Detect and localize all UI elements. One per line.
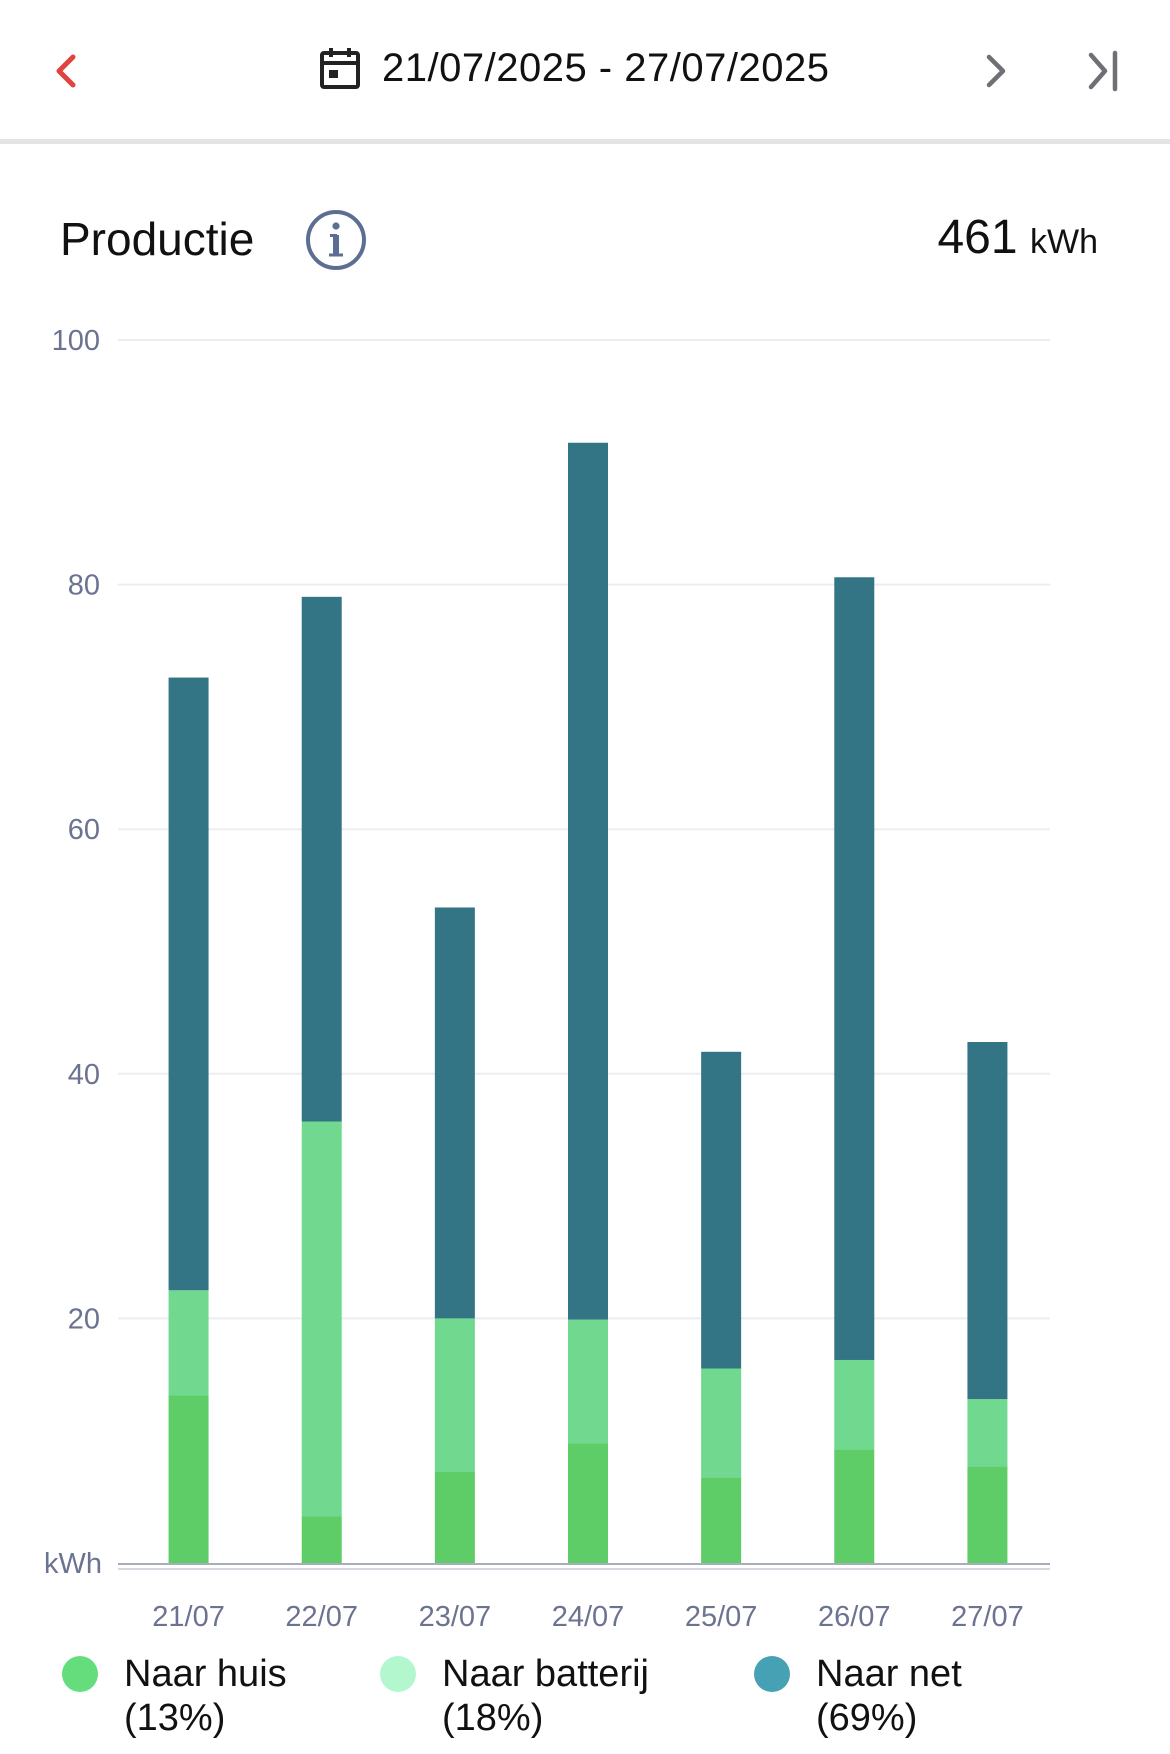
bar-22-07-series-0 — [301, 1516, 342, 1563]
y-tick-label-20: 20 — [68, 1303, 100, 1335]
legend-series-name-0: Naar huis — [124, 1653, 287, 1695]
bar-24-07-series-1 — [568, 1319, 608, 1444]
legend-series-share-2: (69%) — [816, 1697, 918, 1739]
legend-series-share-1: (18%) — [442, 1697, 544, 1739]
skip-to-end-icon — [1088, 50, 1118, 92]
legend-series-name-1: Naar batterij — [442, 1653, 649, 1695]
bar-27-07-series-1 — [967, 1399, 1008, 1467]
legend-series-name-2: Naar net — [816, 1653, 962, 1695]
bar-21-07-series-0 — [168, 1395, 209, 1563]
x-tick-label-22-07: 22/07 — [285, 1601, 358, 1630]
bar-23-07-series-0 — [434, 1471, 475, 1563]
legend-label-0: Naar huis (13%) — [124, 1652, 287, 1740]
legend-dot-2 — [754, 1656, 790, 1692]
legend-dot-1 — [380, 1656, 416, 1692]
total-unit: kWh — [1030, 223, 1098, 261]
production-bar-chart: 20 40 60 80 100 kWh 21/07 22/07 23/07 24/07 25/07 2… — [0, 310, 1170, 1630]
date-navigation-header: 21/07/2025 - 27/07/2025 — [0, 0, 1170, 144]
next-week-button[interactable] — [960, 36, 1030, 106]
x-tick-label-26-07: 26/07 — [818, 1601, 891, 1630]
total-production: 461 kWh — [937, 210, 1098, 265]
date-range-text: 21/07/2025 - 27/07/2025 — [382, 45, 830, 90]
legend-dot-0 — [62, 1656, 98, 1692]
x-tick-label-25-07: 25/07 — [685, 1601, 758, 1630]
bar-23-07-series-1 — [434, 1318, 475, 1472]
y-tick-label-60: 60 — [68, 814, 100, 846]
bar-22-07-series-1 — [301, 1121, 342, 1517]
info-button[interactable] — [304, 208, 368, 272]
bar-26-07-series-1 — [834, 1359, 875, 1450]
bar-26-07-series-2 — [834, 577, 875, 1360]
info-icon — [306, 210, 366, 270]
legend-label-1: Naar batterij (18%) — [442, 1652, 649, 1740]
bar-27-07-series-2 — [967, 1042, 1008, 1400]
bar-25-07-series-0 — [701, 1477, 742, 1563]
bar-25-07-series-1 — [701, 1368, 742, 1478]
bar-24-07-series-2 — [568, 442, 608, 1320]
legend-series-share-0: (13%) — [124, 1697, 226, 1739]
total-value: 461 — [937, 211, 1018, 264]
previous-week-button[interactable] — [32, 36, 102, 106]
y-tick-label-100: 100 — [52, 325, 100, 357]
legend-item-1[interactable]: Naar batterij (18%) — [380, 1652, 649, 1740]
bar-22-07-series-2 — [301, 596, 342, 1122]
x-tick-label-23-07: 23/07 — [419, 1601, 492, 1630]
bar-27-07-series-0 — [967, 1466, 1008, 1563]
bar-24-07-series-0 — [568, 1443, 608, 1563]
chevron-left-icon — [56, 54, 76, 88]
calendar-icon — [320, 48, 360, 89]
bar-23-07-series-2 — [434, 907, 475, 1319]
bar-26-07-series-0 — [834, 1449, 875, 1563]
y-tick-label-80: 80 — [68, 570, 100, 602]
y-tick-label-40: 40 — [68, 1059, 100, 1091]
bar-21-07-series-2 — [168, 677, 209, 1291]
bar-21-07-series-1 — [168, 1290, 209, 1396]
page-title: Productie — [60, 213, 255, 265]
last-week-button[interactable] — [1068, 36, 1138, 106]
chart-legend: Naar huis (13%) Naar batterij (18%) Naar net… — [0, 1640, 1170, 1750]
bar-25-07-series-2 — [701, 1051, 742, 1369]
legend-label-2: Naar net (69%) — [816, 1652, 962, 1740]
production-summary: Productie 461 kWh — [0, 200, 1170, 280]
legend-item-2[interactable]: Naar net (69%) — [754, 1652, 962, 1740]
x-tick-label-27-07: 27/07 — [951, 1601, 1024, 1630]
legend-item-0[interactable]: Naar huis (13%) — [62, 1652, 287, 1740]
x-tick-label-24-07: 24/07 — [552, 1601, 625, 1630]
x-tick-label-21-07: 21/07 — [152, 1601, 225, 1630]
chevron-right-icon — [986, 54, 1006, 88]
chart-canvas: 20 40 60 80 100 kWh 21/07 22/07 23/07 24/07 25/07 2… — [44, 325, 1050, 1630]
y-axis-unit-label: kWh — [44, 1548, 102, 1580]
date-range-picker[interactable]: 21/07/2025 - 27/07/2025 — [318, 38, 829, 98]
